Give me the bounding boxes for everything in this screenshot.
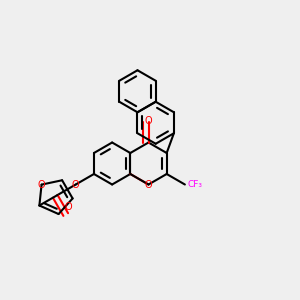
Text: O: O [145, 179, 152, 190]
Text: CF₃: CF₃ [187, 180, 202, 189]
Text: O: O [64, 202, 72, 212]
Text: O: O [145, 116, 152, 127]
Text: O: O [72, 179, 80, 190]
Text: O: O [38, 180, 45, 190]
